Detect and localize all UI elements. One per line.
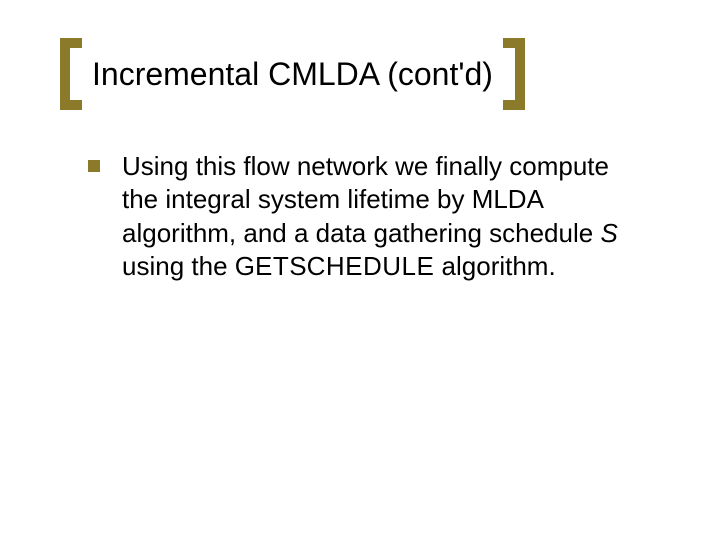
bracket-right-icon [503, 38, 525, 110]
title-row: Incremental CMLDA (cont'd) [60, 38, 660, 110]
body: Using this flow network we finally compu… [88, 150, 648, 283]
bracket-left-icon [60, 38, 82, 110]
list-item: Using this flow network we finally compu… [88, 150, 648, 283]
title-container: Incremental CMLDA (cont'd) [60, 38, 660, 110]
bullet-text: Using this flow network we finally compu… [122, 150, 648, 283]
variable-s: S [600, 218, 617, 248]
algo-et: ET [255, 251, 289, 281]
slide: Incremental CMLDA (cont'd) Using this fl… [0, 0, 720, 540]
text-prefix: Using this flow network we finally compu… [122, 151, 609, 248]
slide-title: Incremental CMLDA (cont'd) [82, 56, 503, 93]
algo-g: G [235, 251, 255, 281]
bullet-icon [88, 160, 100, 172]
text-mid: using the [122, 251, 235, 281]
algo-chedule: CHEDULE [307, 251, 435, 281]
algo-s: S [289, 251, 306, 281]
text-suffix: algorithm. [434, 251, 555, 281]
